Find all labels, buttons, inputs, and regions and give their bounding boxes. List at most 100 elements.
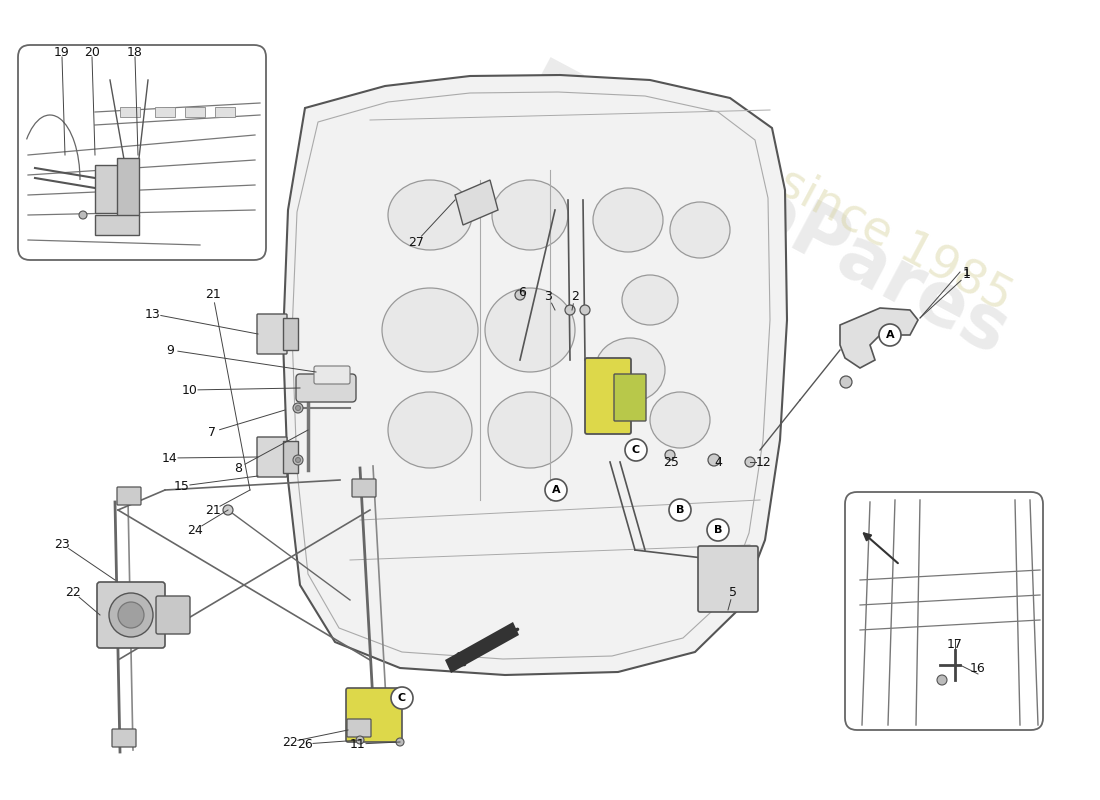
Text: 9: 9: [166, 343, 174, 357]
Text: 15: 15: [174, 479, 190, 493]
Polygon shape: [840, 308, 918, 368]
Text: 27: 27: [408, 235, 424, 249]
Text: B: B: [675, 505, 684, 515]
Text: 7: 7: [208, 426, 216, 438]
Text: 22: 22: [282, 735, 298, 749]
Circle shape: [296, 458, 300, 462]
Text: 3: 3: [544, 290, 552, 302]
Text: 5: 5: [729, 586, 737, 598]
Bar: [283, 441, 298, 473]
Ellipse shape: [650, 392, 710, 448]
Circle shape: [118, 602, 144, 628]
Ellipse shape: [382, 288, 478, 372]
Text: 4: 4: [714, 455, 722, 469]
Circle shape: [109, 593, 153, 637]
Text: 14: 14: [162, 451, 178, 465]
Bar: [283, 318, 298, 350]
Polygon shape: [283, 75, 786, 675]
Text: 6: 6: [518, 286, 526, 298]
Text: EuAutoPares: EuAutoPares: [509, 55, 1020, 373]
FancyBboxPatch shape: [346, 719, 371, 737]
Circle shape: [666, 450, 675, 460]
FancyBboxPatch shape: [346, 688, 402, 742]
Text: 20: 20: [84, 46, 100, 58]
Text: 10: 10: [183, 383, 198, 397]
Text: 21: 21: [205, 503, 221, 517]
FancyBboxPatch shape: [585, 358, 631, 434]
FancyBboxPatch shape: [352, 479, 376, 497]
Bar: [95, 215, 139, 235]
Circle shape: [293, 455, 303, 465]
Polygon shape: [446, 622, 519, 673]
Ellipse shape: [388, 180, 472, 250]
Polygon shape: [455, 180, 498, 225]
Text: C: C: [631, 445, 640, 455]
FancyBboxPatch shape: [97, 582, 165, 648]
Circle shape: [669, 499, 691, 521]
Ellipse shape: [388, 392, 472, 468]
Text: 25: 25: [663, 455, 679, 469]
Ellipse shape: [593, 188, 663, 252]
Bar: [120, 107, 140, 117]
Bar: [185, 107, 205, 117]
Text: 26: 26: [297, 738, 312, 750]
Text: 13: 13: [145, 307, 161, 321]
Text: 19: 19: [54, 46, 70, 58]
Circle shape: [625, 439, 647, 461]
Text: A: A: [552, 485, 560, 495]
Circle shape: [396, 738, 404, 746]
Text: 23: 23: [54, 538, 70, 550]
Circle shape: [707, 519, 729, 541]
Circle shape: [580, 305, 590, 315]
Circle shape: [293, 403, 303, 413]
FancyBboxPatch shape: [614, 374, 646, 421]
FancyBboxPatch shape: [112, 729, 136, 747]
Text: 18: 18: [128, 46, 143, 58]
Circle shape: [296, 406, 300, 410]
Text: a passion for cars: a passion for cars: [400, 463, 719, 497]
Circle shape: [515, 290, 525, 300]
FancyBboxPatch shape: [257, 314, 287, 354]
Text: 17: 17: [947, 638, 962, 651]
Circle shape: [840, 376, 852, 388]
Text: 24: 24: [187, 523, 202, 537]
Ellipse shape: [595, 338, 666, 402]
Bar: [155, 107, 175, 117]
Text: A: A: [886, 330, 894, 340]
FancyBboxPatch shape: [296, 374, 356, 402]
Text: C: C: [398, 693, 406, 703]
FancyBboxPatch shape: [117, 487, 141, 505]
FancyBboxPatch shape: [257, 437, 287, 477]
FancyBboxPatch shape: [845, 492, 1043, 730]
Text: 8: 8: [234, 462, 242, 474]
Circle shape: [745, 457, 755, 467]
FancyBboxPatch shape: [314, 366, 350, 384]
Circle shape: [879, 324, 901, 346]
Ellipse shape: [485, 288, 575, 372]
Circle shape: [79, 211, 87, 219]
Text: 16: 16: [970, 662, 986, 674]
FancyBboxPatch shape: [698, 546, 758, 612]
Circle shape: [390, 687, 412, 709]
Ellipse shape: [488, 392, 572, 468]
Text: 22: 22: [65, 586, 81, 598]
Bar: [214, 107, 235, 117]
Ellipse shape: [492, 180, 568, 250]
Text: 21: 21: [205, 289, 221, 302]
Bar: [95, 165, 126, 213]
Text: 1: 1: [964, 266, 971, 278]
Circle shape: [565, 305, 575, 315]
FancyBboxPatch shape: [18, 45, 266, 260]
Text: 2: 2: [571, 290, 579, 302]
Circle shape: [937, 675, 947, 685]
Circle shape: [708, 454, 720, 466]
FancyBboxPatch shape: [156, 596, 190, 634]
Text: 11: 11: [350, 738, 366, 750]
Ellipse shape: [670, 202, 730, 258]
Text: 1: 1: [964, 269, 971, 282]
Bar: [117, 158, 139, 216]
Text: since 1985: since 1985: [771, 160, 1020, 321]
Text: 12: 12: [756, 455, 772, 469]
Circle shape: [544, 479, 566, 501]
Circle shape: [356, 736, 364, 744]
